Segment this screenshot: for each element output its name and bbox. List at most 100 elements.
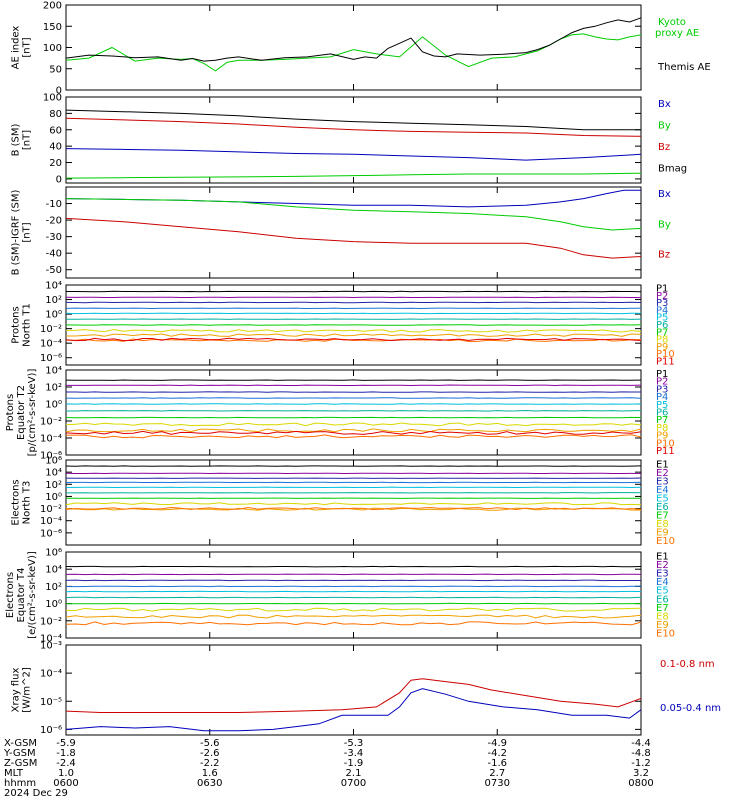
footer-value: 0730 (485, 778, 510, 789)
legend-entry: P1 (656, 369, 668, 380)
legend-entry: 0.05-0.4 nm (660, 703, 721, 714)
y-tick-label: 10⁰ (45, 599, 62, 610)
y-tick-label: 10⁻⁶ (40, 451, 62, 462)
legend-entry: P6 (656, 408, 668, 419)
channel-line-e10 (65, 621, 642, 626)
legend-entry: E3 (656, 476, 669, 487)
channel-line-e5 (65, 590, 642, 593)
y-axis-label: Xray flux (11, 668, 22, 713)
legend-entry: P5 (656, 400, 668, 411)
series-line-bz (65, 217, 642, 259)
y-axis-label: B (SM)-IGRF (SM) (11, 190, 22, 276)
y-tick-label: 10² (45, 383, 62, 394)
legend-entry: E7 (656, 510, 669, 521)
footer-value: -2.6 (200, 748, 220, 759)
y-tick-label: 10⁴ (45, 565, 62, 576)
y-tick-label: 10² (45, 480, 62, 491)
legend-entry: E6 (656, 502, 669, 513)
legend-entry: P8 (656, 335, 668, 346)
y-tick-label: 0 (56, 86, 62, 97)
footer-row-label: hhmm (4, 778, 36, 789)
y-tick-label: 10² (45, 582, 62, 593)
channel-line-e2 (65, 573, 642, 576)
channel-line-p4 (65, 397, 642, 399)
legend-entry: 0.1-0.8 nm (660, 659, 715, 670)
channel-line-p5 (65, 312, 642, 315)
channel-line-p8 (65, 422, 642, 427)
channel-line-e8 (65, 502, 642, 506)
y-tick-label: 10⁴ (45, 468, 62, 479)
channel-line-p10 (66, 338, 641, 343)
footer-row-label: X-GSM (4, 738, 37, 749)
footer-value: -1.8 (56, 748, 76, 759)
legend-entry: E2 (656, 468, 669, 479)
y-tick-label: 10⁻⁵ (40, 697, 62, 708)
panel-frame (65, 186, 642, 279)
y-tick-label: 10² (45, 295, 62, 306)
legend-entry: E4 (656, 577, 669, 588)
legend-entry: proxy AE (655, 28, 699, 39)
y-tick-label: 10⁰ (45, 492, 62, 503)
legend-entry: E9 (656, 620, 669, 631)
panel-frame (65, 4, 642, 91)
channel-line-e1 (65, 565, 642, 568)
footer-value: 2.7 (489, 768, 505, 779)
legend-entry: Bx (658, 189, 671, 200)
channel-line-p1 (66, 290, 642, 293)
legend-entry: P4 (656, 305, 668, 316)
series-line-0-1-0-8-nm (65, 678, 642, 713)
y-tick-label: -20 (46, 216, 62, 227)
legend-entry: P7 (656, 327, 668, 338)
y-axis-label: Electrons (11, 479, 22, 525)
channel-line-e6 (65, 596, 642, 599)
y-tick-label: 10⁻⁴ (40, 339, 62, 350)
panel-bigrf: -50 -40 -30 -20 -10 B (SM)-IGRF (SM) [nT] (11, 186, 642, 279)
y-tick-label: 10⁻³ (40, 641, 62, 652)
y-tick-label: 10⁻² (40, 417, 62, 428)
panel-pe: 10⁴ 10² 10⁰ 10⁻² 10⁻⁴ 10⁻⁶ Protons Equator T2 [p… (5, 366, 642, 462)
y-tick-label: 60 (49, 125, 62, 136)
y-axis-label: Protons (5, 394, 16, 431)
y-axis-label: [p/(cm²-s-sr-keV)] (27, 369, 38, 457)
y-axis-label: B (SM) (11, 123, 22, 156)
series-line-bz (65, 117, 642, 137)
channel-line-e9 (65, 507, 642, 511)
legend-entry: E10 (656, 536, 675, 547)
channel-line-p1 (65, 379, 642, 381)
y-tick-label: 100 (43, 93, 62, 104)
channel-line-p3 (66, 391, 641, 393)
panel-ee: 10⁶ 10⁴ 10² 10⁰ 10⁻² 10⁻⁴ Electrons Equator T4[… (5, 548, 642, 645)
y-axis-label: Electrons (5, 572, 16, 618)
y-tick-label: 10⁻² (40, 504, 62, 515)
y-tick-label: 10⁴ (45, 281, 62, 292)
footer-value: 0800 (628, 778, 653, 789)
legend-entry: By (658, 121, 671, 132)
legend-entry: P11 (656, 446, 675, 457)
legend-entry: P2 (656, 377, 668, 388)
y-tick-label: 10⁻⁴ (40, 434, 62, 445)
series-line-bmag (65, 109, 641, 131)
footer-value: -4.4 (631, 738, 651, 749)
channel-line-e4 (65, 585, 642, 588)
y-axis-label: North T3 (22, 481, 33, 525)
legend-entry: P9 (656, 342, 668, 353)
y-tick-label: 0 (56, 174, 62, 185)
legend-entry: Themis AE (657, 62, 711, 73)
y-tick-label: 10⁻⁴ (40, 516, 62, 527)
y-tick-label: 10⁶ (45, 548, 62, 559)
y-axis-label: Equator T2 (16, 385, 27, 440)
panel-frame (65, 369, 642, 456)
channel-line-p9 (66, 333, 642, 337)
panel-bsm: 0 20 40 60 80 100 B (SM) [nT] (11, 93, 642, 185)
y-tick-label: 10⁻² (40, 616, 62, 627)
y-tick-label: 10⁻⁴ (40, 669, 62, 680)
y-tick-label: 40 (49, 142, 62, 153)
legend-entry: E4 (656, 485, 669, 496)
y-tick-label: 10⁻⁴ (40, 634, 62, 645)
legend-entry: Bmag (658, 164, 687, 175)
y-tick-label: 50 (49, 64, 62, 75)
channel-line-p6 (66, 409, 642, 412)
footer-value: -1.9 (344, 758, 364, 769)
y-tick-label: -40 (46, 249, 62, 260)
